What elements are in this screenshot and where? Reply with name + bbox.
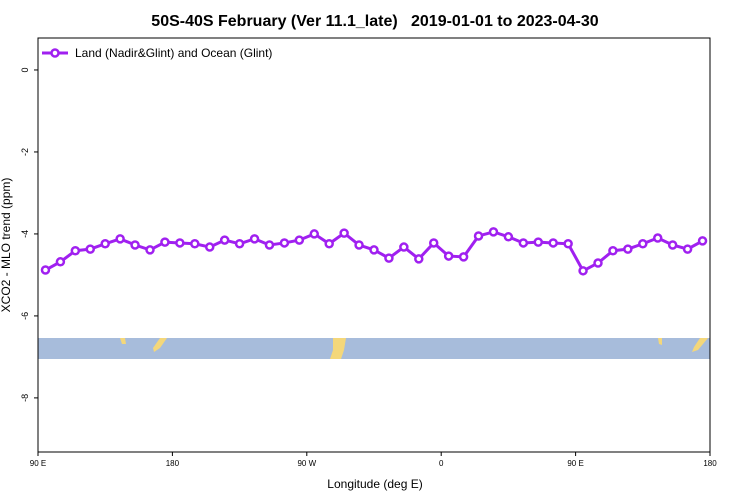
data-point — [175, 238, 185, 248]
data-point — [503, 232, 514, 242]
map-band — [38, 338, 710, 359]
data-point — [145, 245, 155, 255]
data-point — [40, 265, 51, 275]
legend-label: Land (Nadir&Glint) and Ocean (Glint) — [75, 46, 272, 60]
data-point — [488, 227, 499, 237]
data-point — [428, 238, 439, 248]
data-point — [563, 239, 573, 249]
data-point — [130, 240, 140, 250]
y-tick-label: 0 — [20, 67, 30, 72]
data-point — [667, 240, 678, 250]
data-point — [279, 238, 290, 248]
data-point — [85, 244, 96, 254]
y-tick-label: -2 — [20, 148, 30, 156]
y-tick-label: -4 — [20, 230, 30, 238]
data-point — [638, 239, 648, 249]
data-point — [354, 240, 364, 250]
data-point — [264, 240, 275, 250]
data-point — [533, 237, 544, 247]
data-point — [473, 231, 484, 241]
data-point — [697, 236, 708, 246]
data-point — [55, 257, 66, 267]
x-tick-label: 180 — [166, 459, 180, 468]
data-point — [458, 252, 469, 262]
data-point — [369, 245, 379, 255]
data-point — [548, 238, 558, 248]
legend-marker — [50, 48, 60, 58]
y-axis-label: XCO2 - MLO trend (ppm) — [0, 178, 13, 313]
y-tick-label: -8 — [20, 394, 30, 402]
data-point — [384, 253, 394, 263]
x-tick-label: 180 — [703, 459, 717, 468]
data-point — [623, 244, 633, 254]
data-point — [652, 233, 663, 243]
data-point — [339, 228, 349, 238]
data-point — [414, 254, 424, 264]
data-point — [234, 239, 245, 249]
data-point — [608, 245, 618, 256]
data-point — [249, 234, 260, 244]
data-point — [70, 245, 81, 256]
data-point — [518, 238, 529, 248]
data-point — [204, 242, 215, 252]
x-axis-label: Longitude (deg E) — [327, 477, 422, 491]
data-point — [100, 239, 110, 249]
data-point — [219, 235, 230, 245]
data-point — [160, 237, 170, 247]
x-tick-label: 90 W — [297, 459, 316, 468]
x-tick-label: 90 E — [30, 459, 46, 468]
data-point — [682, 244, 693, 254]
data-point — [309, 229, 320, 239]
data-point — [294, 235, 305, 245]
y-tick-label: -6 — [20, 312, 30, 320]
data-point — [443, 251, 454, 261]
x-tick-label: 0 — [439, 459, 444, 468]
data-point — [593, 258, 603, 268]
chart-title: 50S-40S February (Ver 11.1_late) 2019-01… — [151, 13, 598, 30]
data-point — [190, 239, 200, 249]
data-point — [399, 242, 409, 252]
data-point — [115, 234, 125, 244]
data-point — [324, 239, 334, 249]
plot-frame — [37, 37, 711, 453]
x-tick-label: 90 E — [567, 459, 583, 468]
data-point — [578, 266, 588, 276]
